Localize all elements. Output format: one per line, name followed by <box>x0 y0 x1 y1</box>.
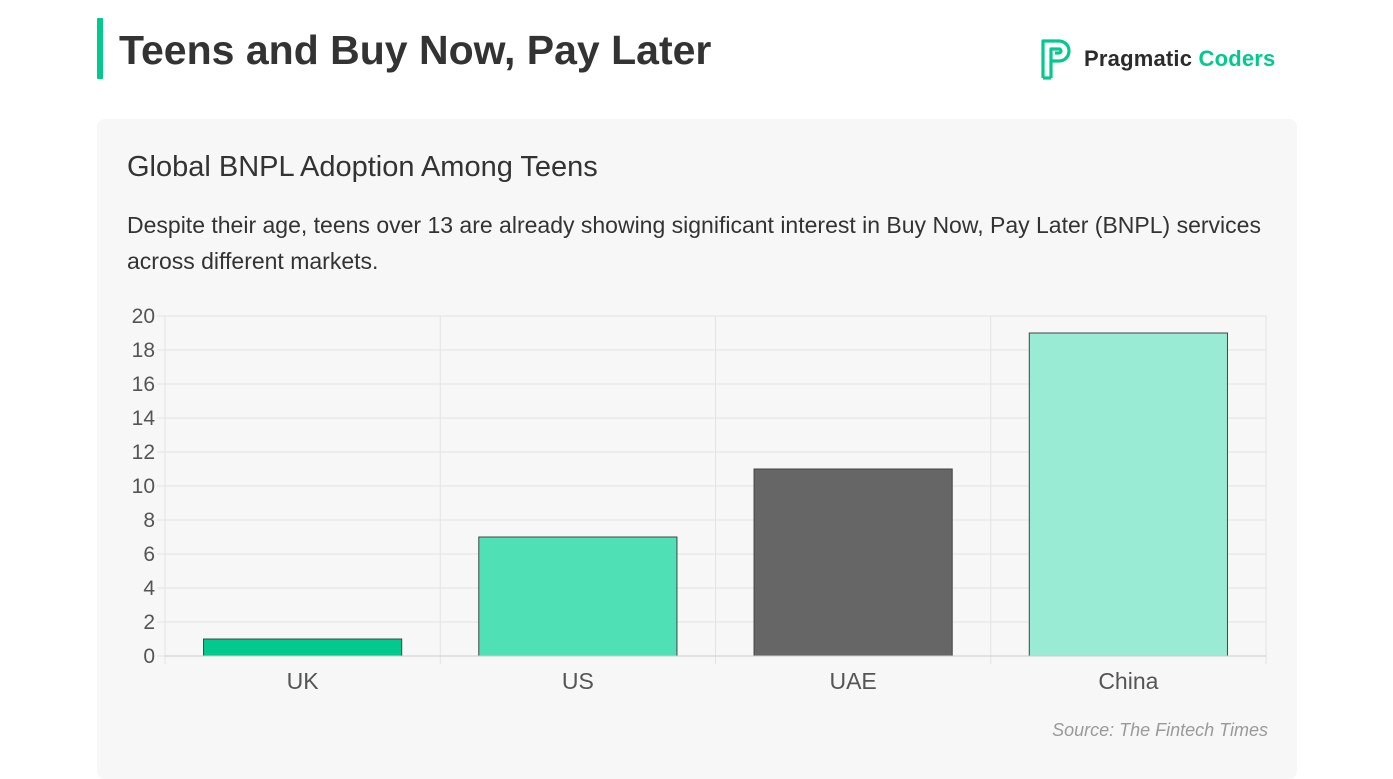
y-tick-label: 20 <box>132 305 155 328</box>
y-tick-label: 12 <box>132 441 155 464</box>
brand-name: Pragmatic Coders <box>1084 46 1276 72</box>
pragmatic-coders-logo-icon <box>1041 39 1071 80</box>
brand-word-1: Pragmatic <box>1084 46 1193 71</box>
source-note: Source: The Fintech Times <box>1052 720 1268 740</box>
chart-description: Despite their age, teens over 13 are alr… <box>127 212 1261 274</box>
y-tick-label: 16 <box>132 373 155 396</box>
y-tick-label: 8 <box>143 509 155 532</box>
y-tick-label: 14 <box>132 407 156 430</box>
brand-word-2: Coders <box>1198 46 1276 71</box>
y-tick-label: 4 <box>143 577 155 600</box>
chart-card: Global BNPL Adoption Among Teens Despite… <box>97 119 1297 779</box>
x-tick-label: UK <box>287 668 320 694</box>
bar-china <box>1028 332 1228 657</box>
bar-uk <box>203 638 403 657</box>
y-tick-label: 0 <box>143 645 155 668</box>
y-tick-label: 18 <box>132 339 155 362</box>
y-tick-label: 6 <box>143 543 155 566</box>
x-tick-label: US <box>562 668 594 694</box>
y-tick-label: 2 <box>143 611 155 634</box>
x-tick-label: China <box>1098 668 1158 694</box>
bar-chart: 0 2 4 6 8 10 12 14 16 18 20 UK US UAE China <box>132 305 1267 694</box>
x-tick-label: UAE <box>829 668 876 694</box>
y-tick-label: 10 <box>132 475 155 498</box>
title-accent-bar <box>97 18 103 79</box>
chart-heading: Global BNPL Adoption Among Teens <box>127 151 598 183</box>
page-title: Teens and Buy Now, Pay Later <box>119 27 712 73</box>
bar-us <box>478 536 678 657</box>
brand-logo: Pragmatic Coders <box>1040 38 1276 80</box>
bar-uae <box>753 468 953 657</box>
